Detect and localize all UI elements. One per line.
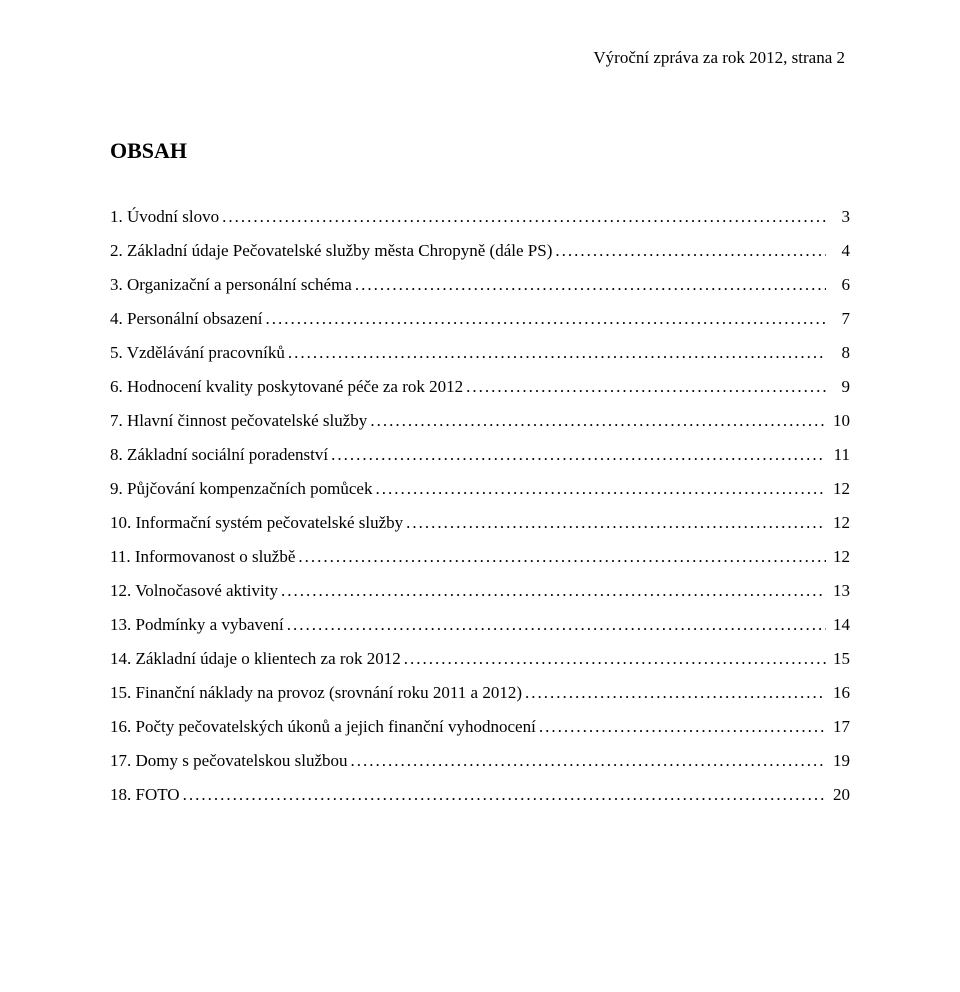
toc-label: 18. FOTO [110, 786, 180, 803]
toc-label: 5. Vzdělávání pracovníků [110, 344, 285, 361]
toc-label: 7. Hlavní činnost pečovatelské služby [110, 412, 367, 429]
toc-page: 4 [826, 242, 850, 259]
toc-leader [352, 276, 826, 293]
toc-page: 12 [826, 548, 850, 565]
toc-row: 13. Podmínky a vybavení 14 [110, 616, 850, 633]
toc-label: 3. Organizační a personální schéma [110, 276, 352, 293]
toc-page: 11 [826, 446, 850, 463]
toc-page: 7 [826, 310, 850, 327]
toc-leader [463, 378, 826, 395]
toc-leader [401, 650, 826, 667]
toc-page: 17 [826, 718, 850, 735]
page-header: Výroční zpráva za rok 2012, strana 2 [110, 48, 850, 68]
toc-leader [372, 480, 826, 497]
toc-label: 6. Hodnocení kvality poskytované péče za… [110, 378, 463, 395]
toc-row: 3. Organizační a personální schéma 6 [110, 276, 850, 293]
toc-page: 10 [826, 412, 850, 429]
header-text: Výroční zpráva za rok 2012, strana 2 [593, 48, 845, 67]
toc-label: 13. Podmínky a vybavení [110, 616, 284, 633]
toc-page: 20 [826, 786, 850, 803]
toc-label: 10. Informační systém pečovatelské služb… [110, 514, 403, 531]
toc-page: 16 [826, 684, 850, 701]
toc-row: 17. Domy s pečovatelskou službou 19 [110, 752, 850, 769]
toc-row: 1. Úvodní slovo 3 [110, 208, 850, 225]
toc-row: 18. FOTO 20 [110, 786, 850, 803]
toc-row: 10. Informační systém pečovatelské služb… [110, 514, 850, 531]
toc-page: 19 [826, 752, 850, 769]
toc-label: 1. Úvodní slovo [110, 208, 219, 225]
toc-row: 15. Finanční náklady na provoz (srovnání… [110, 684, 850, 701]
toc-row: 16. Počty pečovatelských úkonů a jejich … [110, 718, 850, 735]
toc-page: 14 [826, 616, 850, 633]
toc-leader [348, 752, 827, 769]
toc-row: 6. Hodnocení kvality poskytované péče za… [110, 378, 850, 395]
toc-label: 2. Základní údaje Pečovatelské služby mě… [110, 242, 552, 259]
toc-leader [263, 310, 827, 327]
toc-leader [180, 786, 826, 803]
toc-label: 14. Základní údaje o klientech za rok 20… [110, 650, 401, 667]
toc-page: 13 [826, 582, 850, 599]
toc-page: 9 [826, 378, 850, 395]
toc-leader [278, 582, 826, 599]
toc-label: 4. Personální obsazení [110, 310, 263, 327]
toc-row: 8. Základní sociální poradenství 11 [110, 446, 850, 463]
toc-list: 1. Úvodní slovo 3 2. Základní údaje Pečova… [110, 208, 850, 803]
toc-page: 12 [826, 514, 850, 531]
toc-leader [403, 514, 826, 531]
toc-row: 9. Půjčování kompenzačních pomůcek 12 [110, 480, 850, 497]
toc-leader [536, 718, 826, 735]
toc-label: 15. Finanční náklady na provoz (srovnání… [110, 684, 522, 701]
toc-row: 7. Hlavní činnost pečovatelské služby 10 [110, 412, 850, 429]
toc-page: 6 [826, 276, 850, 293]
toc-leader [285, 344, 826, 361]
toc-label: 11. Informovanost o službě [110, 548, 295, 565]
toc-label: 12. Volnočasové aktivity [110, 582, 278, 599]
toc-leader [295, 548, 826, 565]
toc-label: 16. Počty pečovatelských úkonů a jejich … [110, 718, 536, 735]
toc-row: 14. Základní údaje o klientech za rok 20… [110, 650, 850, 667]
toc-leader [367, 412, 826, 429]
toc-label: 9. Půjčování kompenzačních pomůcek [110, 480, 372, 497]
toc-page: 12 [826, 480, 850, 497]
toc-label: 8. Základní sociální poradenství [110, 446, 328, 463]
toc-page: 8 [826, 344, 850, 361]
toc-title: OBSAH [110, 138, 850, 164]
toc-page: 15 [826, 650, 850, 667]
toc-label: 17. Domy s pečovatelskou službou [110, 752, 348, 769]
toc-row: 5. Vzdělávání pracovníků 8 [110, 344, 850, 361]
toc-leader [328, 446, 826, 463]
toc-leader [552, 242, 826, 259]
toc-leader [284, 616, 826, 633]
toc-page: 3 [826, 208, 850, 225]
toc-row: 12. Volnočasové aktivity 13 [110, 582, 850, 599]
toc-row: 11. Informovanost o službě 12 [110, 548, 850, 565]
toc-row: 4. Personální obsazení 7 [110, 310, 850, 327]
toc-row: 2. Základní údaje Pečovatelské služby mě… [110, 242, 850, 259]
toc-leader [522, 684, 826, 701]
toc-leader [219, 208, 826, 225]
